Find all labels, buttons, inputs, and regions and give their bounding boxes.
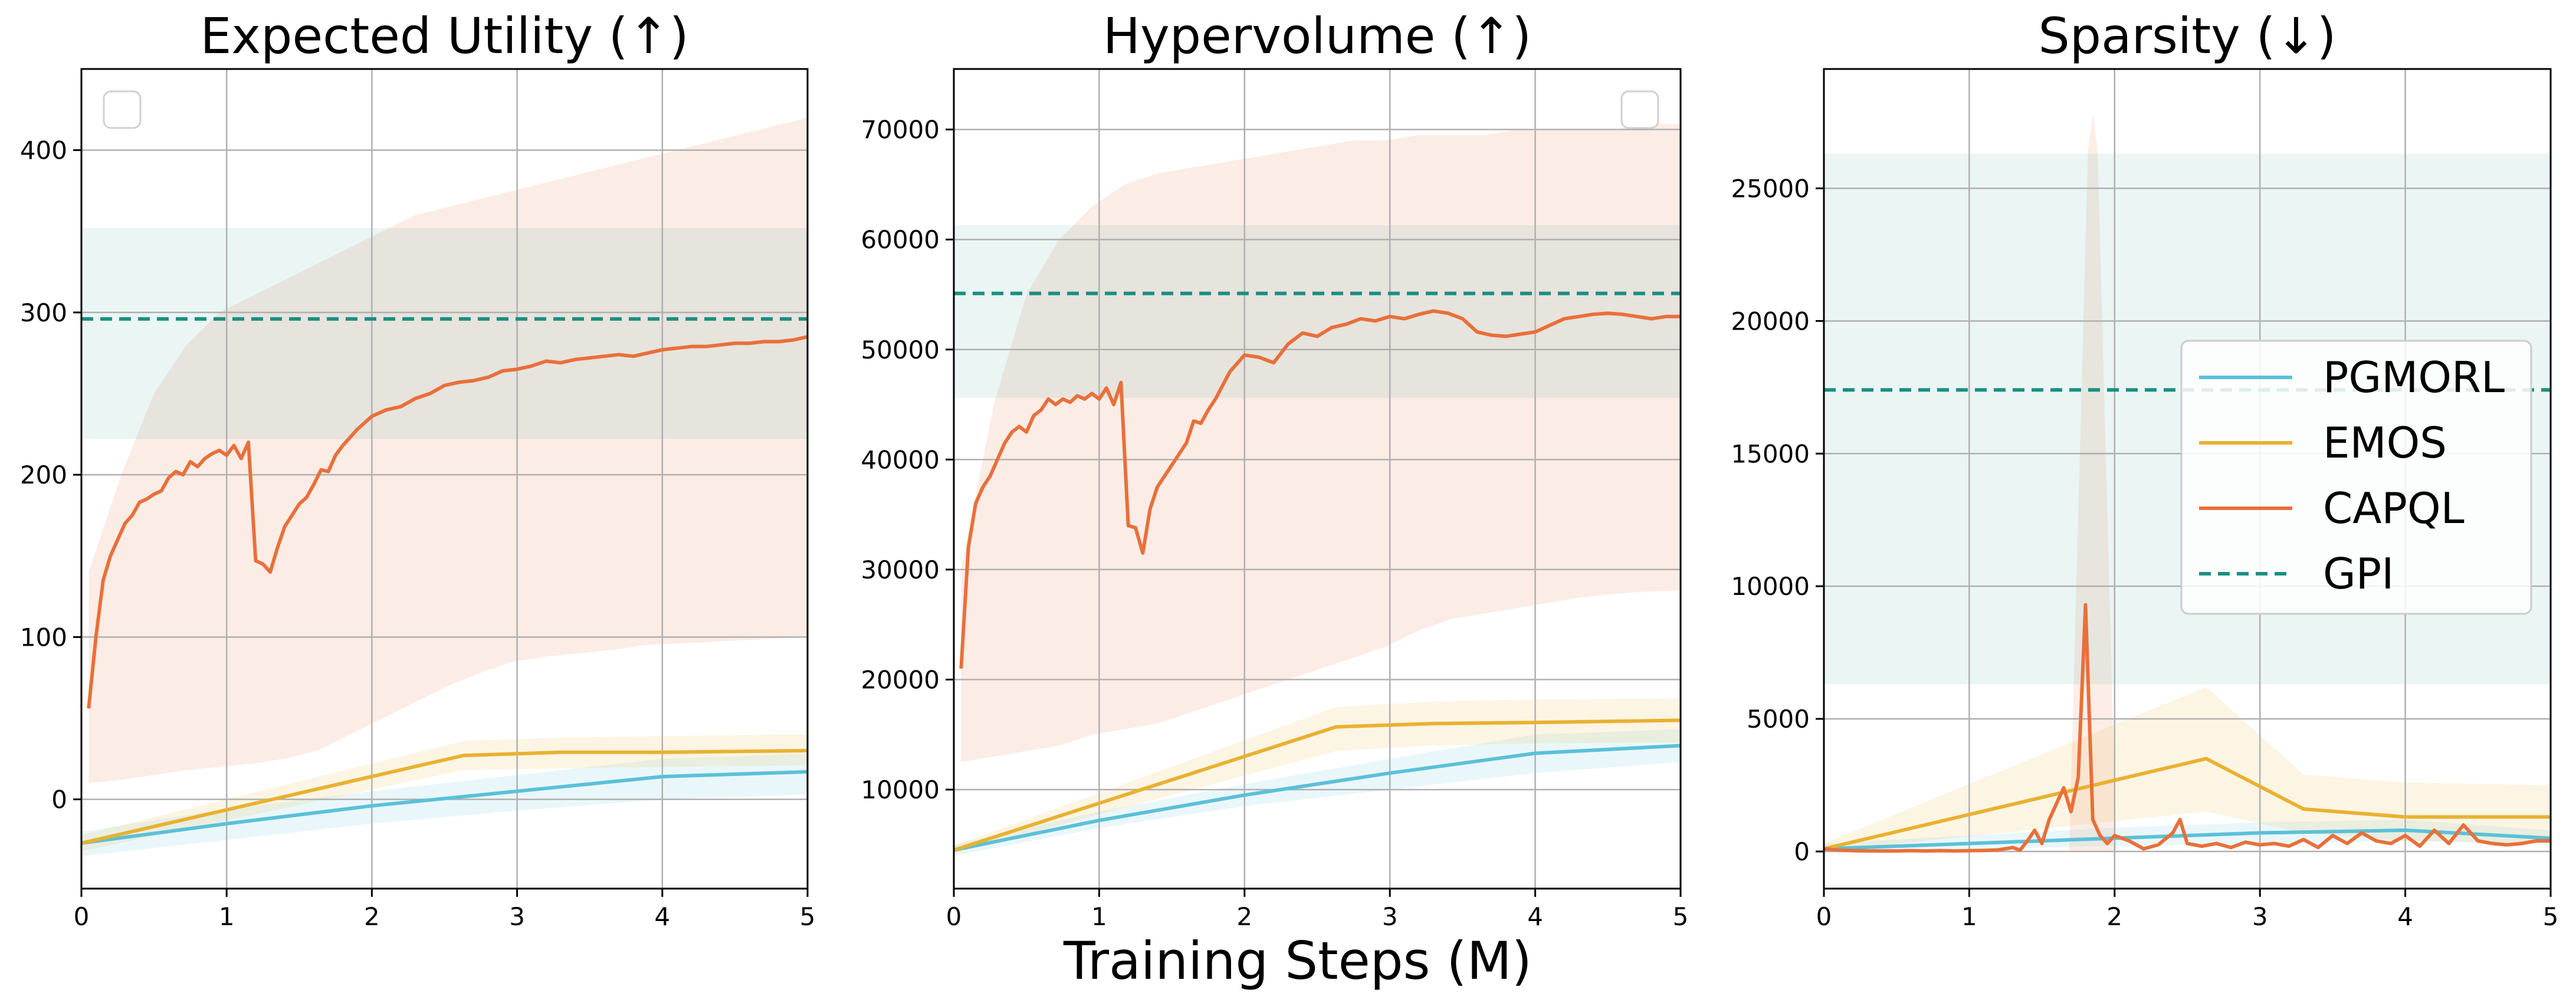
- axes-frame: [80, 68, 809, 890]
- empty-legend-box: [103, 90, 142, 129]
- y-tick-label: 200: [20, 461, 67, 489]
- panel-title: Sparsity (↓): [2038, 7, 2336, 65]
- y-tick-label: 15000: [1731, 439, 1810, 468]
- y-tick-label: 0: [1794, 837, 1810, 866]
- x-tick-label: 1: [1091, 902, 1107, 931]
- panel-title: Hypervolume (↑): [1103, 7, 1531, 65]
- band-capql: [961, 124, 1681, 762]
- series-line-pgmorl: [1824, 828, 2551, 851]
- panel-expected-utility: 0 1 2 3 4 5 0 100 200 300 400 Expected Utility (↑): [20, 7, 816, 931]
- x-tick-label: 0: [946, 902, 962, 931]
- x-tick-label: 4: [1527, 902, 1543, 931]
- series-line-pgmorl: [81, 769, 808, 845]
- x-tick-label: 2: [2106, 902, 2122, 931]
- y-tick-label: 10000: [861, 775, 940, 804]
- band-emos: [954, 698, 1681, 854]
- plot-area: [81, 117, 808, 856]
- band-emos: [1824, 687, 2551, 852]
- x-tick-label: 1: [1961, 902, 1977, 931]
- y-tick-label: 40000: [861, 445, 940, 474]
- y-tick-label: 20000: [861, 666, 940, 695]
- series-lines: [81, 317, 808, 845]
- y-tick-label: 0: [51, 785, 67, 814]
- series-line-emos: [1824, 757, 2551, 851]
- series-line-capql: [87, 335, 808, 709]
- empty-legend-box: [1620, 90, 1659, 129]
- x-tick-label: 1: [219, 902, 235, 931]
- x-tick-label: 2: [1236, 902, 1252, 931]
- x-tick-label: 2: [364, 902, 380, 931]
- x-axis-label: Training Steps (M): [1063, 930, 1532, 991]
- band-spike-capql: [2069, 114, 2116, 852]
- x-tick-label: 3: [509, 902, 525, 931]
- series-line-emos: [954, 718, 1681, 852]
- x-tick-label: 0: [74, 902, 90, 931]
- band-pgmorl: [954, 729, 1681, 856]
- plot-area: [954, 124, 1681, 856]
- legend-label-capql: CAPQL: [2323, 484, 2465, 533]
- band-gpi: [81, 228, 808, 439]
- band-capql: [88, 117, 808, 784]
- y-tick-label: 5000: [1747, 705, 1810, 734]
- panel-hypervolume: 0 1 2 3 4 5 10000 20000 30000 40000 50000 60000 7000…: [861, 7, 1688, 931]
- legend: PGMORL EMOS CAPQL GPI: [2180, 340, 2532, 615]
- band-gpi: [954, 225, 1681, 398]
- x-tick-label: 3: [2252, 902, 2268, 931]
- series-line-pgmorl: [954, 744, 1681, 852]
- axes-frame: [1823, 68, 2552, 890]
- y-tick-label: 20000: [1731, 307, 1810, 336]
- y-tick-label: 30000: [861, 555, 940, 584]
- legend-label-pgmorl: PGMORL: [2323, 353, 2505, 402]
- legend-label-gpi: GPI: [2323, 549, 2394, 598]
- y-tick-label: 10000: [1731, 572, 1810, 601]
- series-lines: [954, 291, 1681, 852]
- y-tick-label: 100: [20, 623, 67, 652]
- panel-title: Expected Utility (↑): [200, 7, 688, 65]
- y-tick-label: 300: [20, 298, 67, 327]
- x-tick-label: 0: [1816, 902, 1832, 931]
- y-tick-label: 50000: [861, 336, 940, 364]
- legend-label-emos: EMOS: [2323, 418, 2447, 468]
- x-tick-label: 5: [1673, 902, 1689, 931]
- series-line-capql: [959, 309, 1681, 669]
- band-emos: [81, 734, 808, 851]
- y-tick-label: 25000: [1731, 174, 1810, 203]
- x-tick-label: 4: [2397, 902, 2413, 931]
- y-tick-label: 60000: [861, 225, 940, 254]
- x-tick-label: 3: [1382, 902, 1398, 931]
- y-tick-label: 400: [20, 136, 67, 165]
- legend-frame: [2180, 340, 2532, 615]
- x-tick-label: 4: [654, 902, 670, 931]
- y-tick-label: 70000: [861, 116, 940, 144]
- x-tick-label: 5: [800, 902, 816, 931]
- axes-frame: [953, 68, 1682, 890]
- series-line-capql: [1824, 603, 2551, 853]
- series-line-emos: [81, 749, 808, 845]
- x-tick-label: 5: [2543, 902, 2559, 931]
